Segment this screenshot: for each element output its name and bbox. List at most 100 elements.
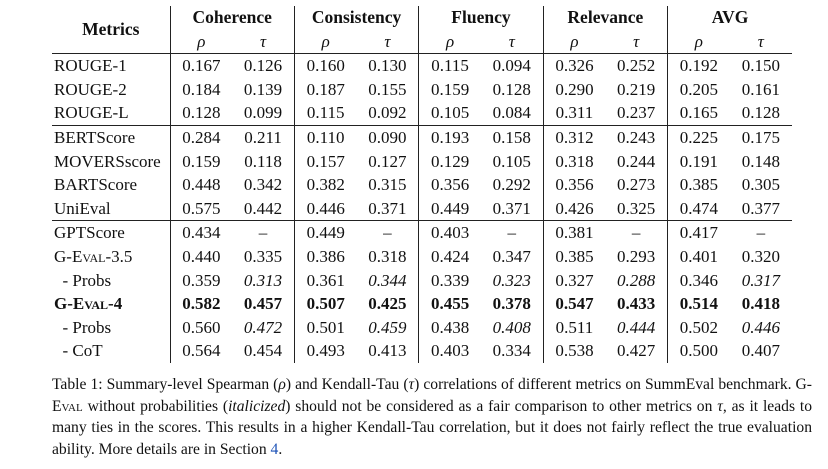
caption-geval-smallcaps: Eval (52, 397, 83, 415)
tau-value-cell: 0.413 (368, 341, 407, 361)
tau-value-cell: 0.325 (617, 198, 656, 218)
metric-name-cell: UniEval (54, 198, 111, 218)
metric-name-smallcaps: Eval (72, 294, 109, 314)
tau-value-cell: 0.446 (741, 317, 780, 337)
table-row: - CoT 0.564 0.454 0.493 0.413 0.403 0.334 0.538… (52, 339, 792, 363)
group-header-fluency: Fluency (418, 6, 544, 30)
tau-value-cell: – (480, 220, 544, 245)
table-row: G-Eval-3.5 0.440 0.335 0.386 0.318 0.424 0.347… (52, 244, 792, 269)
results-table-container: Metrics Coherence Consistency Fluency Re… (52, 6, 792, 363)
rho-header: ρ (293, 29, 357, 54)
section-reference-link[interactable]: 4 (270, 440, 279, 458)
rho-value-cell: 0.449 (293, 220, 357, 245)
rho-value-cell: 0.538 (542, 339, 606, 363)
tau-value-cell: 0.288 (617, 270, 656, 290)
rho-value-cell: 0.159 (418, 77, 481, 102)
tau-value-cell: 0.158 (480, 124, 544, 150)
rho-value-cell: 0.326 (542, 53, 606, 78)
metric-name-suffix: -4 (108, 294, 123, 314)
metric-name-cell: BARTScore (54, 175, 138, 195)
group-header-avg: AVG (667, 6, 792, 30)
tau-value-cell: 0.244 (617, 151, 656, 171)
rho-value-cell: 0.493 (293, 339, 357, 363)
tau-value-cell: 0.320 (741, 246, 780, 266)
tau-value-cell: 0.084 (492, 103, 531, 123)
table-row: - Probs 0.359 0.313 0.361 0.344 0.339 0.323 0.3… (52, 268, 792, 293)
tau-value-cell: 0.457 (243, 294, 283, 314)
tau-value-cell: 0.139 (243, 79, 283, 99)
rho-value-cell: 0.159 (169, 149, 233, 174)
rho-value-cell: 0.312 (542, 124, 606, 150)
rho-value-cell: 0.575 (169, 196, 233, 221)
rho-value-cell: 0.318 (542, 149, 606, 174)
rho-value-cell: 0.290 (542, 77, 606, 102)
tau-value-cell: 0.425 (368, 294, 407, 314)
tau-value-cell: 0.127 (368, 151, 407, 171)
tau-value-cell: 0.175 (729, 124, 792, 150)
group-header-relevance: Relevance (542, 6, 668, 30)
rho-value-cell: 0.311 (542, 101, 606, 126)
rho-value-cell: 0.438 (418, 315, 481, 340)
metric-name-cell: G-Eval-3.5 (52, 245, 170, 269)
rho-value-cell: 0.187 (293, 77, 357, 102)
tau-value-cell: 0.118 (244, 151, 282, 171)
tau-value-cell: 0.418 (741, 294, 780, 314)
tau-value-cell: 0.347 (492, 246, 531, 266)
rho-header: ρ (667, 29, 730, 54)
rho-value-cell: 0.160 (293, 53, 357, 78)
rho-value-cell: 0.167 (169, 53, 233, 78)
tau-value-cell: 0.273 (617, 175, 656, 195)
tau-value-cell: 0.243 (605, 124, 668, 150)
tau-value-cell: 0.128 (492, 79, 531, 99)
rho-value-cell: 0.327 (542, 268, 606, 293)
metric-name-prefix: G- (54, 294, 73, 314)
rho-value-cell: 0.339 (418, 268, 481, 293)
tau-value-cell: 0.317 (741, 270, 780, 290)
rho-header: ρ (169, 29, 233, 54)
metric-name-cell: ROUGE-1 (52, 53, 170, 78)
tau-header: τ (508, 31, 515, 51)
tau-value-cell: 0.293 (617, 246, 656, 266)
rho-value-cell: 0.385 (542, 244, 606, 269)
rho-value-cell: 0.105 (418, 101, 481, 126)
tau-value-cell: 0.408 (492, 317, 531, 337)
group-header-consistency: Consistency (293, 6, 419, 30)
rho-value-cell: 0.507 (293, 292, 357, 316)
tau-value-cell: 0.090 (356, 124, 419, 150)
caption-text: ) should not be considered as a fair com… (285, 397, 718, 415)
rho-value-cell: 0.110 (293, 124, 357, 150)
metrics-column-header: Metrics (82, 18, 140, 39)
tau-value-cell: 0.219 (617, 79, 656, 99)
tau-header: τ (259, 31, 267, 51)
rho-header: ρ (418, 29, 481, 54)
rho-value-cell: 0.449 (418, 196, 481, 221)
metric-name-prefix: G- (54, 246, 72, 266)
tau-value-cell: – (605, 220, 668, 245)
tau-value-cell: 0.155 (368, 79, 407, 99)
rho-value-cell: 0.346 (667, 268, 730, 293)
rho-value-cell: 0.434 (169, 220, 233, 245)
metric-name-cell: GPTScore (52, 220, 170, 245)
tau-header: τ (757, 31, 764, 51)
tau-value-cell: 0.318 (368, 246, 407, 266)
metric-name-cell: BERTScore (52, 124, 170, 150)
table-row: BERTScore 0.284 0.211 0.110 0.090 0.193 0.158 0… (52, 124, 792, 150)
tau-value-cell: 0.444 (617, 317, 656, 337)
metric-name-cell: G-Eval-4 (52, 292, 170, 316)
tau-value-cell: 0.378 (492, 294, 531, 314)
rho-value-cell: 0.129 (418, 149, 481, 174)
table-row: - Probs 0.560 0.472 0.501 0.459 0.438 0.408 0.5… (52, 315, 792, 340)
tau-value-cell: 0.459 (368, 317, 407, 337)
caption-rho-symbol: ρ (278, 376, 286, 393)
rho-value-cell: 0.205 (667, 77, 730, 102)
tau-value-cell: 0.407 (741, 341, 780, 361)
tau-value-cell: 0.126 (232, 53, 295, 78)
table-row: GPTScore 0.434–0.449–0.403–0.381–0.417– (52, 220, 792, 245)
tau-value-cell: 0.427 (617, 341, 656, 361)
rho-value-cell: 0.157 (293, 149, 357, 174)
tau-value-cell: 0.472 (243, 317, 283, 337)
table-row: BARTScore 0.448 0.342 0.382 0.315 0.356 0.292 0… (52, 173, 792, 197)
rho-value-cell: 0.514 (667, 292, 730, 316)
tau-value-cell: – (232, 220, 295, 245)
metric-name-cell: MOVERSscore (54, 151, 161, 171)
